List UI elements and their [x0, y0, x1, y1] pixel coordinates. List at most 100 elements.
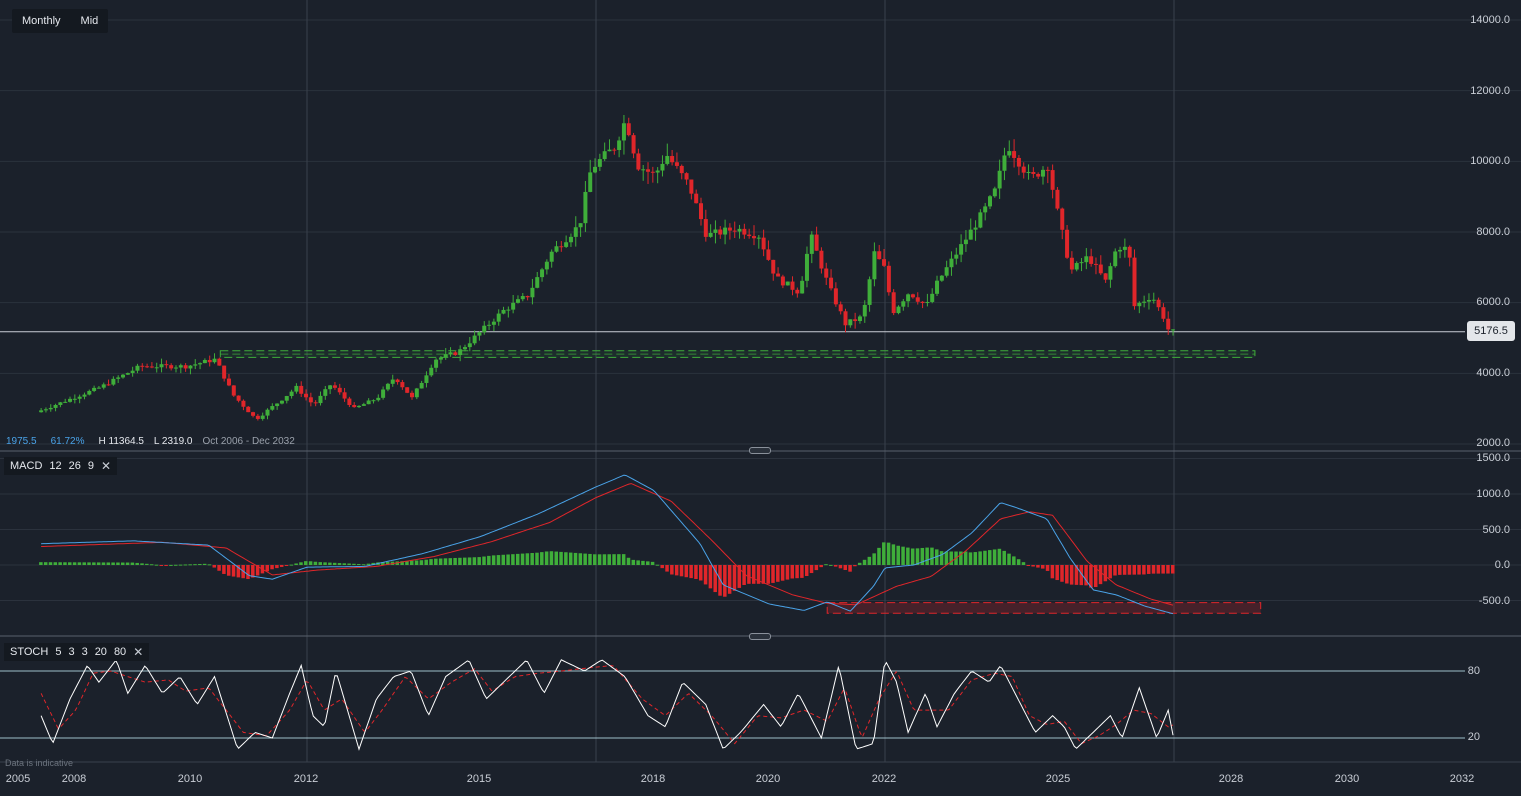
candle-down: [718, 229, 723, 235]
price-type-button[interactable]: Mid: [80, 15, 99, 27]
candle-down: [241, 400, 246, 407]
candle-down: [824, 268, 829, 278]
candle-up: [289, 391, 294, 397]
candle-up: [96, 387, 101, 389]
macd-histogram-bar: [655, 564, 660, 566]
macd-histogram-bar: [886, 542, 891, 565]
candle-up: [467, 343, 472, 348]
macd-histogram-bar: [472, 557, 477, 565]
macd-histogram-bar: [593, 554, 597, 565]
macd-histogram-bar: [872, 553, 876, 565]
candle-up: [77, 396, 82, 399]
candle-down: [1069, 257, 1074, 270]
candle-down: [694, 193, 699, 204]
candle-up: [1142, 301, 1147, 303]
macd-histogram-bar: [578, 553, 583, 565]
macd-histogram-bar: [337, 563, 342, 565]
macd-histogram-bar: [188, 564, 192, 566]
candle-up: [949, 258, 954, 268]
macd-histogram-bar: [1171, 565, 1175, 574]
candle-up: [265, 409, 270, 416]
candle-up: [944, 267, 949, 276]
last-price-tag: 5176.5: [1467, 321, 1515, 341]
candle-up: [193, 364, 198, 366]
candle-down: [1021, 166, 1026, 173]
macd-histogram-bar: [641, 560, 645, 565]
candle-down: [352, 405, 357, 408]
candle-down: [766, 249, 771, 260]
candle-up: [564, 242, 569, 247]
candle-up: [1137, 302, 1142, 307]
candle-up: [482, 325, 487, 333]
candle-up: [896, 306, 901, 314]
candle-up: [159, 364, 164, 368]
x-axis-label: 2018: [640, 773, 666, 785]
macd-histogram-bar: [559, 551, 563, 565]
macd-axis-label: 1000.0: [1476, 488, 1510, 500]
macd-histogram-bar: [959, 551, 963, 565]
stoch-axis-label: 20: [1467, 731, 1480, 743]
candle-up: [597, 159, 602, 167]
macd-histogram-bar: [496, 555, 501, 565]
candle-down: [631, 135, 636, 154]
macd-histogram-bar: [1118, 565, 1122, 575]
candle-up: [135, 365, 140, 371]
candle-down: [699, 203, 704, 220]
candle-up: [173, 367, 178, 369]
stoch-axis-label: 80: [1467, 665, 1480, 677]
macd-histogram-bar: [482, 556, 486, 565]
pane-resize-handle[interactable]: [749, 633, 771, 640]
macd-histogram-bar: [173, 564, 178, 566]
candle-down: [920, 301, 925, 303]
macd-histogram-bar: [963, 551, 968, 565]
interval-button[interactable]: Monthly: [22, 15, 61, 27]
macd-close-icon[interactable]: ✕: [101, 459, 112, 473]
macd-histogram-bar: [1166, 565, 1170, 574]
candle-up: [496, 313, 501, 322]
stoch-close-icon[interactable]: ✕: [133, 645, 144, 659]
macd-histogram-bar: [410, 560, 414, 565]
macd-histogram-bar: [1026, 565, 1031, 566]
stoch-d-line: [40, 665, 1174, 745]
macd-histogram-bar: [1084, 565, 1088, 586]
macd-histogram-bar: [795, 565, 799, 579]
candle-down: [1050, 170, 1055, 190]
macd-histogram-bar: [636, 560, 640, 565]
candle-down: [1012, 151, 1017, 158]
macd-histogram-bar: [299, 562, 303, 565]
macd-histogram-bar: [742, 565, 746, 585]
candle-down: [559, 246, 564, 248]
macd-histogram-bar: [915, 548, 920, 565]
candle-down: [222, 365, 227, 379]
candle-up: [202, 359, 207, 364]
x-axis-label: 2008: [61, 773, 87, 785]
macd-histogram-bar: [718, 565, 722, 596]
candle-up: [506, 309, 511, 311]
candle-down: [1031, 171, 1036, 174]
candle-down: [771, 259, 776, 274]
macd-histogram-bar: [1122, 565, 1127, 575]
macd-histogram-bar: [703, 565, 708, 585]
pane-resize-handle[interactable]: [749, 447, 771, 454]
candle-up: [462, 347, 467, 350]
candle-down: [1156, 299, 1161, 308]
macd-histogram-bar: [1103, 565, 1108, 582]
x-axis-label: 2025: [1045, 773, 1071, 785]
candle-down: [1036, 173, 1041, 177]
candle-down: [761, 237, 766, 250]
candle-down: [703, 219, 708, 237]
candle-up: [371, 400, 376, 402]
candle-down: [1127, 246, 1132, 258]
macd-histogram-bar: [275, 565, 279, 569]
macd-histogram-bar: [101, 562, 106, 565]
candle-down: [650, 171, 655, 173]
macd-histogram-bar: [198, 563, 202, 565]
candle-down: [732, 230, 737, 232]
candle-down: [164, 364, 169, 366]
macd-histogram-bar: [487, 555, 491, 565]
candle-up: [318, 395, 323, 404]
candle-up: [583, 191, 588, 224]
candle-down: [1093, 263, 1098, 265]
candle-up: [101, 384, 106, 388]
